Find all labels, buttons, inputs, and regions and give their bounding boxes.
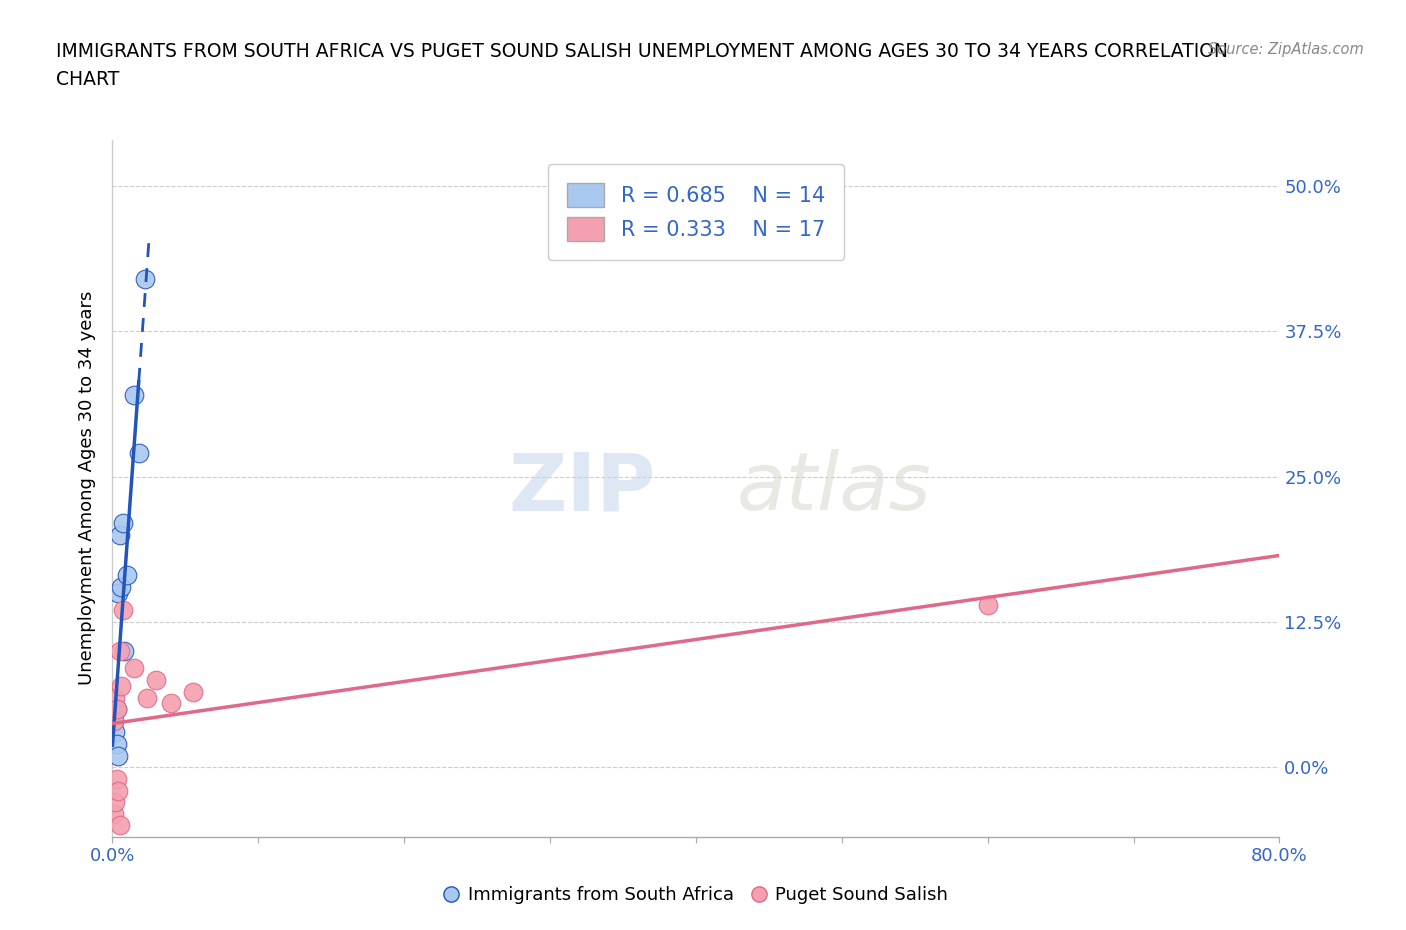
Point xyxy=(145,672,167,687)
Text: Source: ZipAtlas.com: Source: ZipAtlas.com xyxy=(1208,42,1364,57)
Text: ZIP: ZIP xyxy=(508,449,655,527)
Point xyxy=(108,527,131,542)
Point xyxy=(134,272,156,286)
Point xyxy=(104,690,127,705)
Point xyxy=(105,737,128,751)
Legend: Immigrants from South Africa, Puget Sound Salish: Immigrants from South Africa, Puget Soun… xyxy=(437,879,955,911)
Point xyxy=(181,684,204,699)
Text: CHART: CHART xyxy=(56,70,120,88)
Point xyxy=(108,644,131,658)
Point xyxy=(110,579,132,594)
Point xyxy=(111,603,134,618)
Point xyxy=(107,783,129,798)
Point xyxy=(104,794,127,809)
Point xyxy=(124,661,146,676)
Point xyxy=(105,702,128,717)
Point xyxy=(107,748,129,763)
Point xyxy=(124,388,146,403)
Point xyxy=(128,446,150,461)
Point xyxy=(104,725,127,740)
Point xyxy=(160,696,183,711)
Point xyxy=(105,702,128,717)
Point xyxy=(112,644,135,658)
Point xyxy=(976,597,998,612)
Y-axis label: Unemployment Among Ages 30 to 34 years: Unemployment Among Ages 30 to 34 years xyxy=(77,291,96,685)
Point xyxy=(103,806,125,821)
Point xyxy=(110,679,132,694)
Point xyxy=(103,713,125,728)
Text: IMMIGRANTS FROM SOUTH AFRICA VS PUGET SOUND SALISH UNEMPLOYMENT AMONG AGES 30 TO: IMMIGRANTS FROM SOUTH AFRICA VS PUGET SO… xyxy=(56,42,1229,60)
Point xyxy=(115,568,138,583)
Text: atlas: atlas xyxy=(737,449,932,527)
Point xyxy=(108,818,131,833)
Point xyxy=(105,772,128,787)
Point xyxy=(136,690,159,705)
Point xyxy=(111,516,134,531)
Point xyxy=(107,586,129,601)
Point xyxy=(103,713,125,728)
